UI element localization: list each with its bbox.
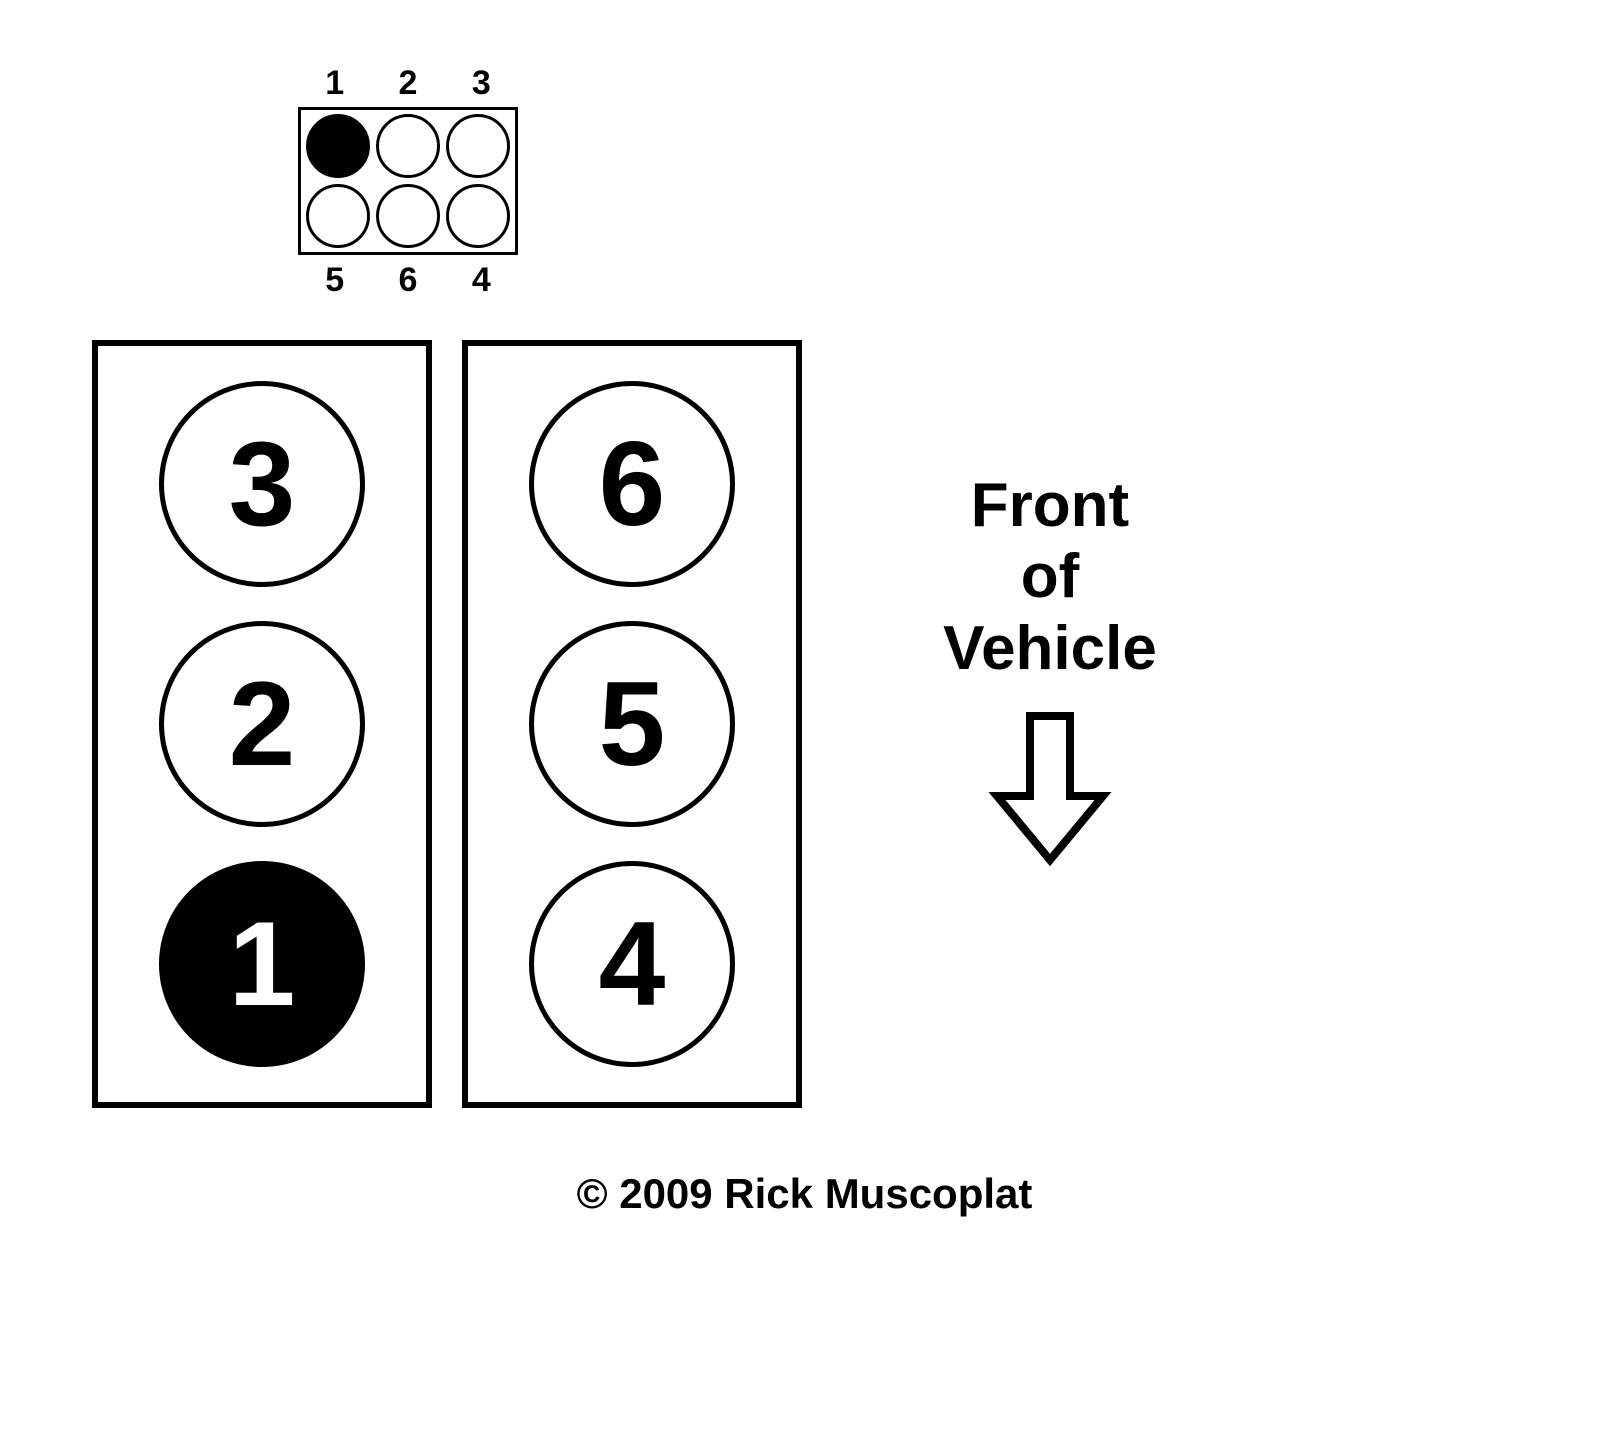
coilpack-top-label: 3 xyxy=(451,64,511,103)
coilpack-terminal xyxy=(306,114,370,178)
cylinder: 2 xyxy=(159,621,365,827)
cylinder: 3 xyxy=(159,381,365,587)
cylinder: 6 xyxy=(529,381,735,587)
coilpack-bottom-labels: 5 6 4 xyxy=(298,261,518,300)
coilpack-row-bottom xyxy=(305,184,511,248)
copyright-text: © 2009 Rick Muscoplat xyxy=(0,1170,1609,1218)
coilpack: 1 2 3 5 6 4 xyxy=(298,64,518,300)
arrow-down-icon xyxy=(985,708,1115,868)
coilpack-terminal xyxy=(376,114,440,178)
coilpack-bottom-label: 4 xyxy=(451,261,511,300)
coilpack-terminal xyxy=(306,184,370,248)
diagram-canvas: 1 2 3 5 6 4 3 2 1 6 5 xyxy=(0,0,1609,1454)
front-label-line: of xyxy=(890,541,1210,612)
cylinder: 4 xyxy=(529,861,735,1067)
coilpack-terminal xyxy=(446,184,510,248)
cylinder: 5 xyxy=(529,621,735,827)
coilpack-bottom-label: 6 xyxy=(378,261,438,300)
front-label-line: Front xyxy=(890,470,1210,541)
front-of-vehicle-label: Front of Vehicle xyxy=(890,470,1210,883)
cylinder: 1 xyxy=(159,861,365,1067)
cylinder-bank-left: 3 2 1 xyxy=(92,340,432,1108)
coilpack-top-label: 2 xyxy=(378,64,438,103)
coilpack-row-top xyxy=(305,114,511,178)
coilpack-bottom-label: 5 xyxy=(305,261,365,300)
coilpack-box xyxy=(298,107,518,255)
coilpack-top-label: 1 xyxy=(305,64,365,103)
coilpack-top-labels: 1 2 3 xyxy=(298,64,518,103)
coilpack-terminal xyxy=(376,184,440,248)
front-label-line: Vehicle xyxy=(890,613,1210,684)
coilpack-terminal xyxy=(446,114,510,178)
cylinder-bank-right: 6 5 4 xyxy=(462,340,802,1108)
